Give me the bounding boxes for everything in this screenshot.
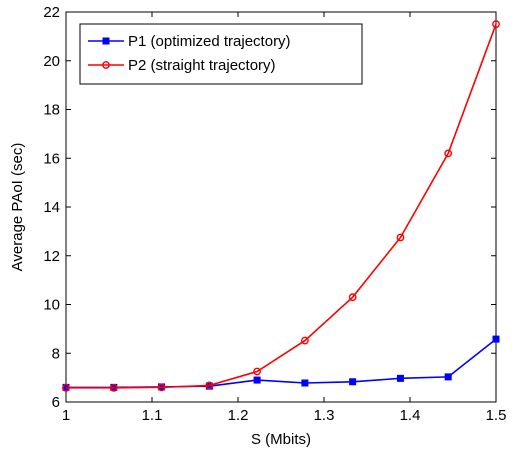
data-point-p2 <box>301 336 309 345</box>
legend-text-p2: P2 (straight trajectory) <box>128 57 276 74</box>
data-point-p2 <box>348 293 357 302</box>
y-tick-label: 10 <box>43 297 60 314</box>
y-tick-label: 14 <box>43 199 60 216</box>
x-tick-label: 1.5 <box>486 407 507 424</box>
x-tick-label: 1.1 <box>142 407 163 424</box>
legend-entry-p2: P2 (straight trajectory) <box>88 57 276 74</box>
data-point-p2 <box>444 149 453 158</box>
series-layer <box>62 20 500 392</box>
data-point-p1 <box>301 379 309 387</box>
data-point-p2 <box>396 233 405 242</box>
data-point-p1 <box>349 378 357 386</box>
y-axis-label: Average PAoI (sec) <box>9 143 26 272</box>
x-tick-label: 1.4 <box>400 407 421 424</box>
legend-entry-p1: P1 (optimized trajectory) <box>88 33 291 50</box>
y-tick-label: 8 <box>52 345 60 362</box>
series-line-p2 <box>66 23 497 389</box>
x-tick-label: 1.2 <box>228 407 249 424</box>
data-point-p2 <box>157 383 166 392</box>
x-tick-label: 1 <box>62 407 70 424</box>
data-point-p1 <box>396 374 404 382</box>
y-tick-label: 20 <box>43 53 60 70</box>
x-axis: 1 1.1 1.2 1.3 1.4 1.5 <box>62 12 507 424</box>
x-axis-label: S (Mbits) <box>251 431 311 448</box>
series-line-p1 <box>66 338 497 389</box>
data-point-p1 <box>492 335 500 343</box>
y-tick-label: 6 <box>52 394 60 411</box>
data-point-p2 <box>253 367 261 376</box>
y-tick-label: 12 <box>43 248 60 265</box>
data-point-p1 <box>253 376 261 384</box>
x-tick-label: 1.3 <box>314 407 335 424</box>
legend-marker-p1 <box>102 37 110 45</box>
y-tick-label: 16 <box>43 150 60 167</box>
y-axis: 6 8 10 12 14 16 18 20 22 <box>43 4 496 411</box>
legend-box <box>79 23 363 85</box>
legend-text-p1: P1 (optimized trajectory) <box>128 33 291 50</box>
y-tick-label: 22 <box>43 4 60 21</box>
plot-area: 1 1.1 1.2 1.3 1.4 1.5 6 8 10 12 14 16 18 20 22 <box>43 4 506 424</box>
data-point-p1 <box>444 373 452 381</box>
legend-marker-p2 <box>102 61 110 69</box>
data-point-p2 <box>205 381 214 390</box>
data-point-p2 <box>492 20 500 29</box>
data-point-p2 <box>109 383 118 392</box>
legend: P1 (optimized trajectory) P2 (straight t… <box>79 23 363 85</box>
y-tick-label: 18 <box>43 102 60 119</box>
data-point-p2 <box>62 383 70 392</box>
